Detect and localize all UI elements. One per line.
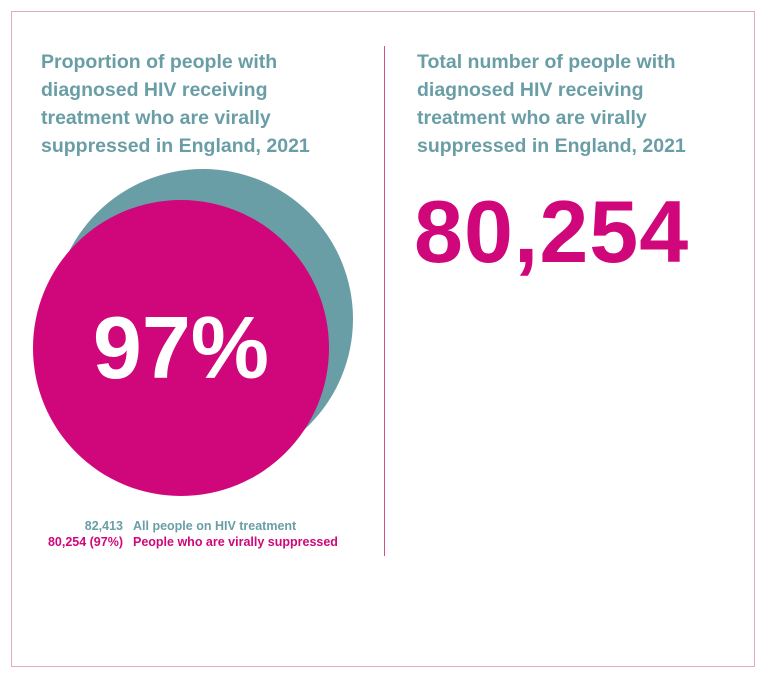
left-panel-title: Proportion of people with diagnosed HIV … (41, 51, 310, 157)
suppressed-total-number: 80,254 (414, 182, 690, 281)
bubble-virally-suppressed (32, 199, 330, 497)
bubble-percentage-label: 97% (93, 298, 269, 397)
right-panel-title: Total number of people with diagnosed HI… (417, 51, 686, 157)
chart-legend: 82,413 All people on HIV treatment 80,25… (30, 518, 338, 550)
infographic-frame (11, 11, 755, 667)
panel-divider (384, 46, 385, 556)
legend-label: People who are virally suppressed (133, 535, 338, 549)
legend-item-all-on-treatment: 82,413 All people on HIV treatment (30, 518, 338, 534)
legend-item-virally-suppressed: 80,254 (97%) People who are virally supp… (30, 534, 338, 550)
legend-label: All people on HIV treatment (133, 519, 297, 533)
legend-value: 82,413 (84, 519, 123, 533)
legend-value: 80,254 (97%) (47, 535, 123, 549)
